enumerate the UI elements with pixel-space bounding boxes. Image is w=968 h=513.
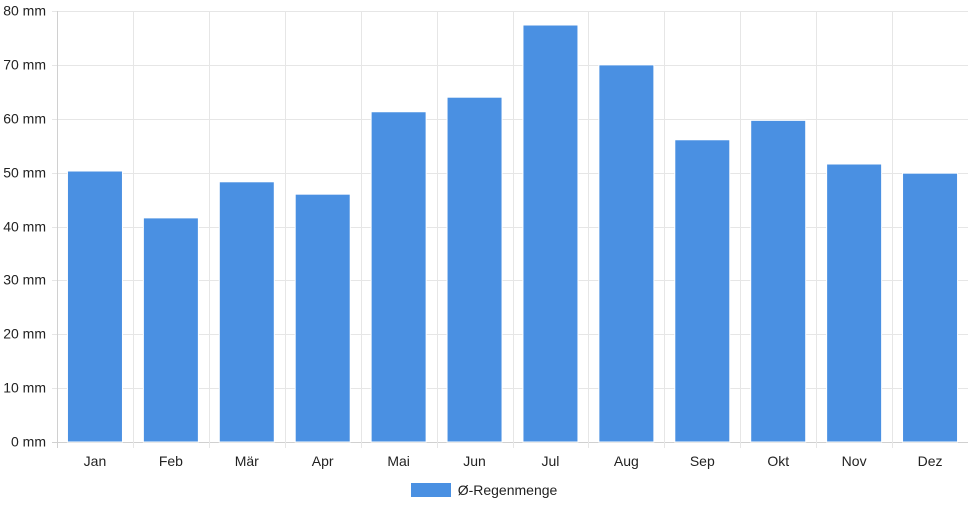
legend[interactable]: Ø-Regenmenge [0,480,968,500]
x-tick-label: Aug [614,453,639,469]
bar-aug[interactable] [598,64,655,443]
y-tick-label: 30 mm [3,272,46,288]
bar-jul[interactable] [522,24,579,443]
x-tick-label: Mai [387,453,410,469]
bar-mai[interactable] [370,111,427,443]
legend-swatch[interactable] [410,483,451,497]
y-tick-label: 80 mm [3,3,46,19]
x-tick-label: Mär [235,453,259,469]
x-tick-label: Dez [918,453,943,469]
x-tick-label: Jan [84,453,107,469]
y-tick-label: 20 mm [3,326,46,342]
x-tick-label: Okt [767,453,789,469]
bar-apr[interactable] [294,193,351,443]
bar-okt[interactable] [750,119,807,443]
y-tick-label: 10 mm [3,380,46,396]
bar-jan[interactable] [66,170,123,443]
bar-mär[interactable] [218,181,275,443]
bar-dez[interactable] [902,172,959,443]
y-tick-label: 60 mm [3,111,46,127]
y-tick-label: 0 mm [11,434,46,450]
x-axis: Jan Feb Mär Apr Mai Jun Jul Aug Sep Okt Nov Dez [84,453,943,469]
x-tick-label: Feb [159,453,183,469]
y-tick-label: 40 mm [3,219,46,235]
grid-lines [52,11,968,448]
bar-feb[interactable] [142,217,199,443]
x-tick-label: Jul [542,453,560,469]
legend-label[interactable]: Ø-Regenmenge [457,482,558,498]
y-axis: 0 mm 10 mm 20 mm 30 mm 40 mm 50 mm 60 mm 70 mm 8… [3,3,46,450]
bar-jun[interactable] [446,96,503,443]
y-tick-label: 70 mm [3,57,46,73]
bar-nov[interactable] [826,163,883,443]
x-tick-label: Apr [312,453,334,469]
x-tick-label: Sep [690,453,715,469]
bars [66,24,959,443]
y-tick-label: 50 mm [3,165,46,181]
x-tick-label: Nov [842,453,867,469]
x-tick-label: Jun [463,453,486,469]
bar-sep[interactable] [674,139,731,443]
